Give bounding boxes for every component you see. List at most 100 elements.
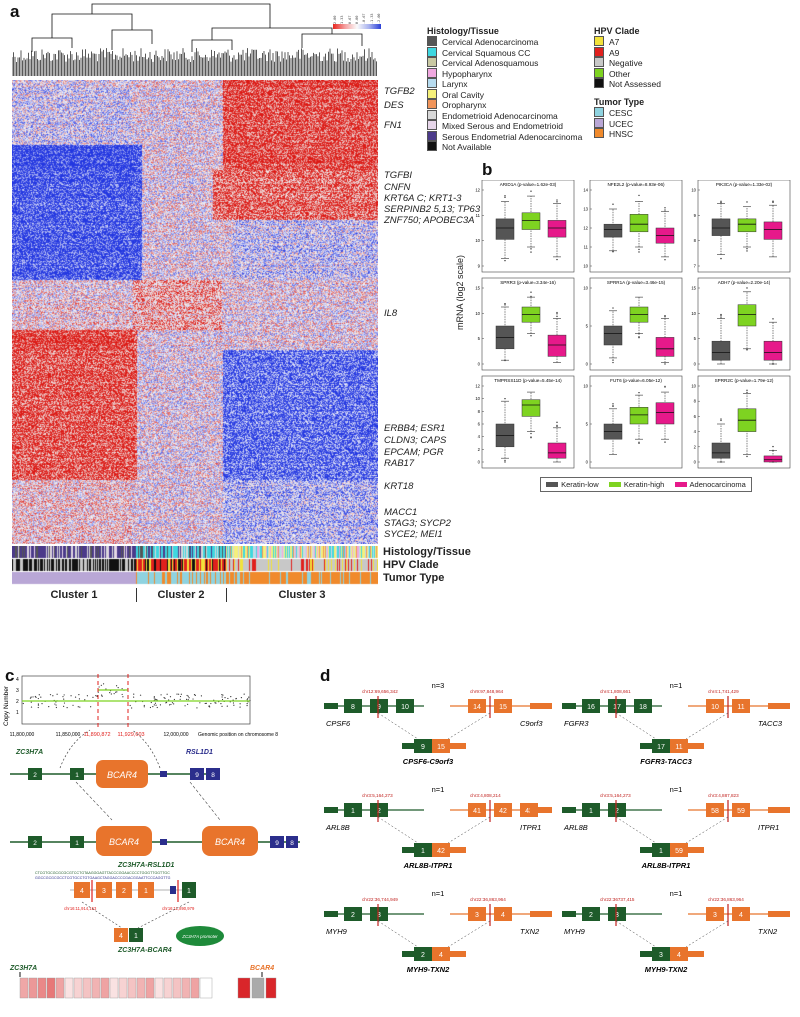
boxplot-ytick: 2 — [478, 447, 481, 452]
exon-label: 16 — [587, 704, 595, 711]
cluster-2-label: Cluster 2 — [157, 589, 205, 601]
fusion-name: FGFR3-TACC3 — [640, 757, 692, 766]
fusion-right-coord: chr3:4,808,214 — [470, 793, 501, 798]
color-scale: 2.00 1.33 0.67 0.00 -0.67 -1.33 -2.00 — [333, 10, 381, 29]
scale-label: 1.33 — [340, 15, 345, 24]
legend-item: Mixed Serous and Endometrioid — [427, 120, 582, 131]
exon-label: 42 — [499, 808, 507, 815]
legend-swatch — [427, 120, 437, 130]
boxplot-title: FUT6 (p-value=6.05e-12) — [610, 378, 662, 383]
boxplot-title: SPRR1A (p-value=3.46e-15) — [607, 280, 666, 285]
gene-label: IL8 — [384, 308, 398, 319]
boxplot-ytick: 12 — [475, 384, 480, 389]
legend-swatch — [427, 36, 437, 46]
gene-label: TGFB2 — [384, 86, 415, 97]
svg-text:2: 2 — [33, 772, 37, 779]
boxplot-ytick: 10 — [691, 311, 696, 316]
legend-swatch — [594, 128, 604, 138]
legend-item: Endometrioid Adenocarcinoma — [427, 109, 582, 121]
legend-hpv-title: HPV Clade — [594, 26, 640, 36]
boxplot-ytick: 13 — [583, 207, 588, 212]
boxplot-box — [737, 304, 757, 327]
boxplot-ytick: 10 — [475, 396, 480, 401]
boxplot-ytick: 15 — [691, 286, 696, 291]
exon-label: 11 — [737, 704, 744, 711]
cn-xtick-red: 11,890,872 — [83, 732, 110, 738]
exon-label: 2 — [377, 808, 381, 815]
exon-label: 2 — [122, 888, 126, 895]
boxplot-title: ARID1A (p-value=1.62e-03) — [500, 182, 557, 187]
fusion-name: CPSF6-C9orf3 — [403, 757, 454, 766]
fusion-right-coord: chr9:97,848,964 — [470, 689, 504, 694]
fusion-exon-label: 59 — [675, 848, 683, 855]
boxplot-ytick: 10 — [691, 384, 696, 389]
boxplot-ytick: 0 — [478, 460, 481, 465]
fusion-name: MYH9-TXN2 — [645, 965, 688, 974]
legend-keratin-high: Keratin-high — [608, 480, 664, 489]
gene-label: KRT18 — [384, 481, 414, 492]
legend-item: Cervical Adenosquamous — [427, 57, 582, 68]
cn-ytick: 2 — [16, 699, 19, 705]
fusion-left-coord: chr22:36737,415 — [600, 897, 635, 902]
fusion-left-coord: chr22:36,744,949 — [362, 897, 398, 902]
fusion-count: n=3 — [432, 681, 445, 690]
dendrogram — [12, 3, 377, 76]
boxplot-title: NFE2L2 (p-value=8.93e-06) — [607, 182, 665, 187]
legend-histology: Histology/Tissue Cervical Adenocarcinoma… — [427, 26, 582, 152]
fusion-right-gene: TXN2 — [520, 927, 540, 936]
cluster-divider — [136, 588, 137, 602]
boxplot-ytick: 14 — [583, 188, 588, 193]
gene-label: MACC1 — [384, 507, 418, 518]
boxplot-ytick: 9 — [694, 213, 697, 218]
fusion-right-gene: ITPR1 — [758, 823, 779, 832]
legend-label: Cervical Squamous CC — [442, 47, 531, 58]
boxplot-ytick: 10 — [475, 238, 480, 243]
legend-label: Oral Cavity — [442, 89, 485, 100]
legend-item: Negative — [594, 57, 661, 68]
legend-item: Oral Cavity — [427, 88, 582, 100]
bcar4-block-label: BCAR4 — [109, 837, 139, 847]
fusion-right-gene: TXN2 — [758, 927, 778, 936]
fusion-exon-label: 11 — [675, 744, 682, 751]
legend-tumor-title: Tumor Type — [594, 97, 645, 107]
fusion-left-gene: MYH9 — [564, 927, 586, 936]
legend-item: HNSC — [594, 128, 644, 139]
scale-label: -0.67 — [362, 13, 367, 24]
boxplot-ytick: 10 — [583, 384, 588, 389]
promoter-label: ZC3H7A promoter — [181, 934, 218, 939]
boxplot-box — [521, 212, 541, 230]
exon-label: 4 — [80, 888, 84, 895]
legend-swatch — [427, 141, 437, 151]
fusion-right-gene: C9orf3 — [520, 719, 543, 728]
copy-number-plot: Copy Number 1 2 3 4 11,800,000 11,850,00… — [3, 674, 278, 738]
gene-label: TGFBI — [384, 170, 412, 181]
boxplot-ytick: 0 — [586, 362, 589, 367]
exon-label: 10 — [401, 704, 409, 711]
boxplot-ytick: 15 — [475, 286, 480, 291]
coord-label: chr16:11,914,153 — [64, 906, 97, 911]
boxplot-box — [547, 220, 567, 238]
fusion-right-coord: chr3:4,887,823 — [708, 793, 739, 798]
exon-label: 4 — [739, 912, 743, 919]
legend-label: Cervical Adenocarcinoma — [442, 37, 539, 47]
boxplot-ytick: 4 — [694, 429, 697, 434]
exon-label: 1 — [589, 808, 593, 815]
legend-tumor-type: Tumor Type CESC UCEC HNSC — [594, 97, 644, 139]
legend-item: Hypopharynx — [427, 67, 582, 79]
gene-label: RAB17 — [384, 458, 415, 469]
exon-label: 3 — [615, 912, 619, 919]
panel-c-letter: c — [5, 666, 15, 685]
exon-label: 10 — [711, 704, 719, 711]
exon-label: 17 — [613, 704, 621, 711]
fusion-exon-label: 4 — [677, 952, 681, 959]
legend-swatch — [594, 57, 604, 67]
boxplot-box — [547, 442, 567, 459]
boxplot-ytick: 10 — [583, 264, 588, 269]
legend-label: Not Assessed — [609, 79, 661, 89]
exon-label: 3 — [713, 912, 717, 919]
legend-label: UCEC — [609, 118, 634, 129]
boxplot-box — [655, 402, 675, 425]
boxplot-box — [711, 218, 731, 236]
boxplot-ytick: 4 — [478, 434, 481, 439]
cluster-bar: Cluster 1 Cluster 2 Cluster 3 — [12, 588, 378, 604]
